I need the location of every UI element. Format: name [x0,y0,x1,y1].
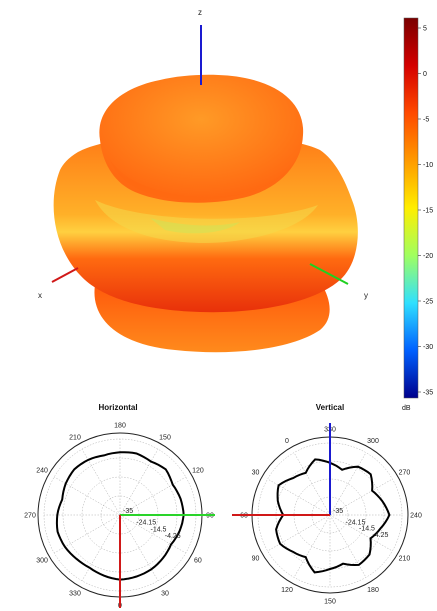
x-axis-label: x [38,291,42,300]
polar-grid-spoke [293,514,331,578]
colorbar-unit: dB [402,405,411,412]
x-axis-line [51,267,79,283]
colorbar-tick-label: -20 [423,253,433,260]
colorbar-tick-label: 0 [423,71,427,78]
polar-angle-label: 240 [410,513,422,520]
polar-radial-label: -4.25 [165,533,181,540]
polar-grid-spoke [293,452,331,516]
polar-angle-label: 210 [69,435,81,442]
radiation-pattern-3d [53,74,358,353]
polar-angle-label: 270 [24,513,36,520]
polar-center-label: -35 [123,508,133,515]
polar-angle-label: 240 [36,468,48,475]
polar-radial-label: -24.15 [346,519,366,526]
polar-angle-label: 120 [192,468,204,475]
polar-angle-label: 270 [399,470,411,477]
polar-angle-label: 210 [399,556,411,563]
polar-radial-label: -14.5 [151,526,167,533]
axes-3d: z x y [38,8,368,300]
polar-grid-spoke [119,476,186,516]
polar-radial-label: -4.25 [373,532,389,539]
polar-grid-spoke [267,514,331,552]
polar-angle-label: 30 [161,590,169,597]
polar-grid-spoke [119,514,186,554]
colorbar-tick-label: -25 [423,299,433,306]
colorbar-gradient [403,17,419,399]
polar-angle-label: 0 [285,438,289,445]
y-axis-label: y [364,291,368,300]
polar-angle-label: 180 [367,587,379,594]
polar-angle-label: 30 [252,470,260,477]
polar-grid-spoke [329,514,393,552]
polar-angle-label: 180 [114,423,126,430]
polar-title-horizontal: Horizontal [98,403,137,412]
polar-center-label: -35 [333,508,343,515]
polar-grid-spoke [329,452,367,516]
polar-angle-label: 330 [69,590,81,597]
pattern-band [95,200,318,244]
polar-plot-horizontal: 1801501209060300330300270240210-24.15-14… [24,423,215,610]
polar-angle-label: 90 [252,556,260,563]
polar-grid-spoke [81,514,121,581]
colorbar-tick-label: -35 [423,390,433,397]
colorbar-tick-label: -15 [423,208,433,215]
polar-angle-label: 300 [367,438,379,445]
pattern-band-core [150,218,240,234]
colorbar: 5 0 -5 -10 -15 -20 -25 -30 -35 dB [402,17,433,412]
polar-angle-label: 300 [36,558,48,565]
polar-angle-label: 150 [159,435,171,442]
colorbar-tick-label: 5 [423,26,427,33]
polar-radial-label: -14.5 [359,526,375,533]
polar-grid-spoke [329,514,367,578]
colorbar-tick-label: -5 [423,117,429,124]
y-axis-line [309,263,349,285]
polar-angle-label: 120 [281,587,293,594]
polar-title-vertical: Vertical [316,403,344,412]
polar-pattern-curve [275,458,391,574]
polar-grid-spoke [119,449,159,516]
pattern-top-lobe [99,74,304,203]
polar-angle-label: 60 [194,558,202,565]
polar-radial-label: -24.15 [136,520,156,527]
z-axis-label: z [198,8,202,17]
colorbar-tick-label: -10 [423,162,433,169]
polar-grid-spoke [329,478,393,516]
polar-plot-vertical: 3303002702402101801501209060300-24.15-14… [232,423,422,606]
colorbar-tick-label: -30 [423,344,433,351]
polar-angle-label: 150 [324,599,336,606]
